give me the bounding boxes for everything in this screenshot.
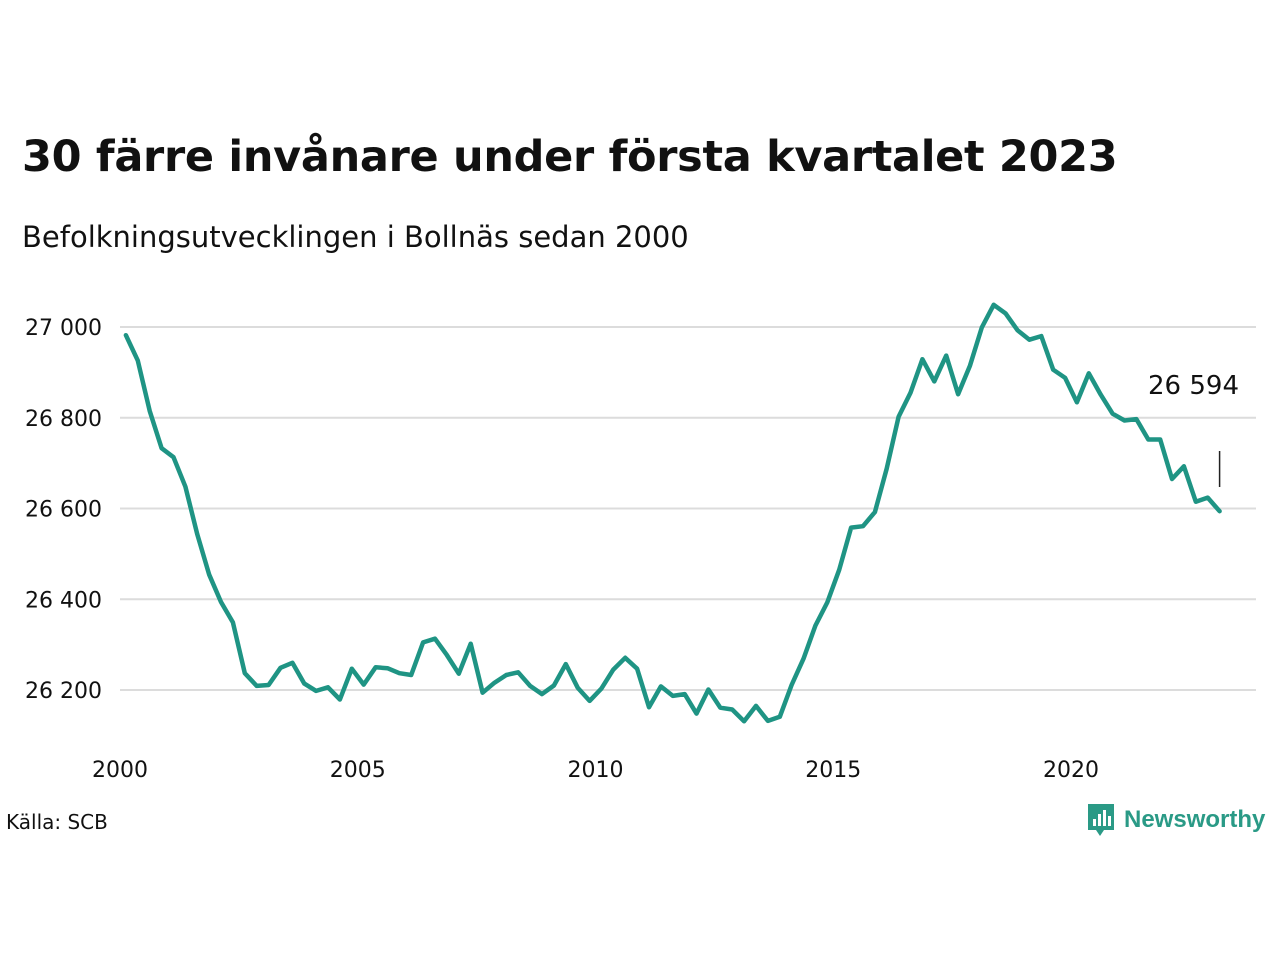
x-tick-label: 2015 (805, 758, 861, 783)
x-tick-label: 2020 (1043, 758, 1099, 783)
chart-subtitle: Befolkningsutvecklingen i Bollnäs sedan … (22, 220, 689, 254)
brand-logo: Newsworthy (1086, 802, 1265, 838)
brand-name: Newsworthy (1124, 806, 1266, 833)
series-line-population (123, 302, 1222, 724)
bar-chart-speech-bubble-icon (1088, 804, 1114, 836)
y-axis-tick-labels: 26 200 26 400 26 600 26 800 27 000 (25, 316, 102, 704)
y-tick-label: 26 200 (25, 679, 102, 704)
x-tick-label: 2005 (330, 758, 386, 783)
source-note: Källa: SCB (6, 810, 108, 834)
gridlines (120, 326, 1256, 691)
y-tick-label: 26 600 (25, 498, 102, 523)
annotation-last-value-label: 26 594 (1148, 371, 1239, 401)
y-tick-label: 26 800 (25, 407, 102, 432)
y-tick-label: 27 000 (25, 316, 102, 341)
x-axis-tick-labels: 2000 2005 2010 2015 2020 (92, 758, 1099, 783)
x-tick-label: 2010 (568, 758, 624, 783)
y-tick-label: 26 400 (25, 588, 102, 613)
x-tick-label: 2000 (92, 758, 148, 783)
chart-title: 30 färre invånare under första kvartalet… (22, 132, 1118, 182)
